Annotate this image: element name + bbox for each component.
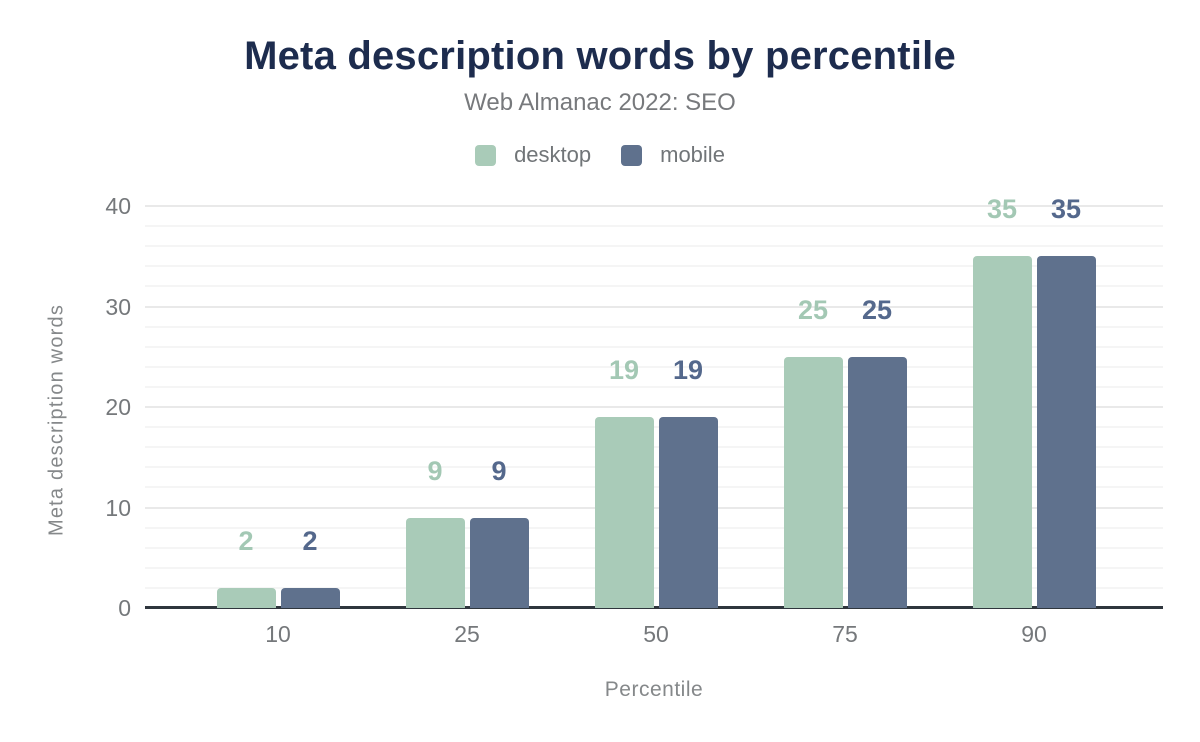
mobile-value-label-p25: 9 <box>491 455 507 486</box>
legend-label-mobile: mobile <box>660 142 725 167</box>
minor-gridline <box>145 466 1163 469</box>
x-tick-label-10: 10 <box>265 621 291 647</box>
minor-gridline <box>145 446 1163 449</box>
y-tick-label-10: 10 <box>105 494 131 521</box>
mobile-series-swatch <box>621 144 643 166</box>
desktop-value-label-p75: 25 <box>797 294 829 325</box>
minor-gridline <box>145 265 1163 268</box>
mobile-value-label-p90: 35 <box>1050 194 1082 225</box>
mobile-bar-p10 <box>280 587 340 608</box>
desktop-bar-p50 <box>594 417 654 608</box>
minor-gridline <box>145 325 1163 328</box>
minor-gridline <box>145 365 1163 368</box>
legend-item-desktop: desktop <box>475 142 591 168</box>
desktop-bar-p75 <box>783 356 843 608</box>
mobile-value-label-p75: 25 <box>861 294 893 325</box>
mobile-bar-p50 <box>658 417 718 608</box>
desktop-series-swatch <box>475 144 497 166</box>
minor-gridline <box>145 526 1163 529</box>
chart-title: Meta description words by percentile <box>244 34 956 78</box>
plot-area: 2 2 9 9 19 19 25 25 35 35 <box>145 196 1163 609</box>
desktop-bar-p10 <box>216 587 276 608</box>
desktop-bar-p25 <box>405 517 465 608</box>
mobile-bar-p25 <box>469 517 529 608</box>
desktop-value-label-p25: 9 <box>427 455 443 486</box>
minor-gridline <box>145 285 1163 288</box>
desktop-value-label-p50: 19 <box>608 355 640 386</box>
major-gridline <box>145 406 1163 408</box>
minor-gridline <box>145 345 1163 348</box>
desktop-bar-p90 <box>972 256 1032 608</box>
minor-gridline <box>145 486 1163 489</box>
mobile-bar-p90 <box>1036 256 1096 608</box>
minor-gridline <box>145 426 1163 429</box>
major-gridline <box>145 506 1163 509</box>
mobile-value-label-p50: 19 <box>672 355 704 386</box>
x-axis-title: Percentile <box>604 678 704 701</box>
minor-gridline <box>145 566 1163 569</box>
x-tick-label-25: 25 <box>454 621 480 647</box>
chart-subtitle: Web Almanac 2022: SEO <box>464 89 736 116</box>
legend: desktop mobile <box>0 142 1200 168</box>
x-tick-label-90: 90 <box>1021 621 1047 647</box>
legend-label-desktop: desktop <box>514 142 592 167</box>
x-tick-label-75: 75 <box>832 621 858 647</box>
minor-gridline <box>145 225 1163 228</box>
y-tick-label-20: 20 <box>105 394 131 420</box>
y-tick-label-0: 0 <box>118 595 131 621</box>
minor-gridline <box>145 245 1163 248</box>
mobile-value-label-p10: 2 <box>302 525 318 556</box>
desktop-value-label-p10: 2 <box>238 525 254 556</box>
x-axis-line <box>145 606 1163 609</box>
major-gridline <box>145 205 1163 207</box>
minor-gridline <box>145 586 1163 589</box>
minor-gridline <box>145 546 1163 549</box>
desktop-value-label-p90: 35 <box>986 194 1018 225</box>
y-tick-label-30: 30 <box>105 293 131 320</box>
y-tick-label-40: 40 <box>105 193 131 219</box>
major-gridline <box>145 305 1163 308</box>
minor-gridline <box>145 385 1163 388</box>
x-tick-label-50: 50 <box>643 621 669 647</box>
legend-item-mobile: mobile <box>621 142 725 168</box>
mobile-bar-p75 <box>847 356 907 608</box>
